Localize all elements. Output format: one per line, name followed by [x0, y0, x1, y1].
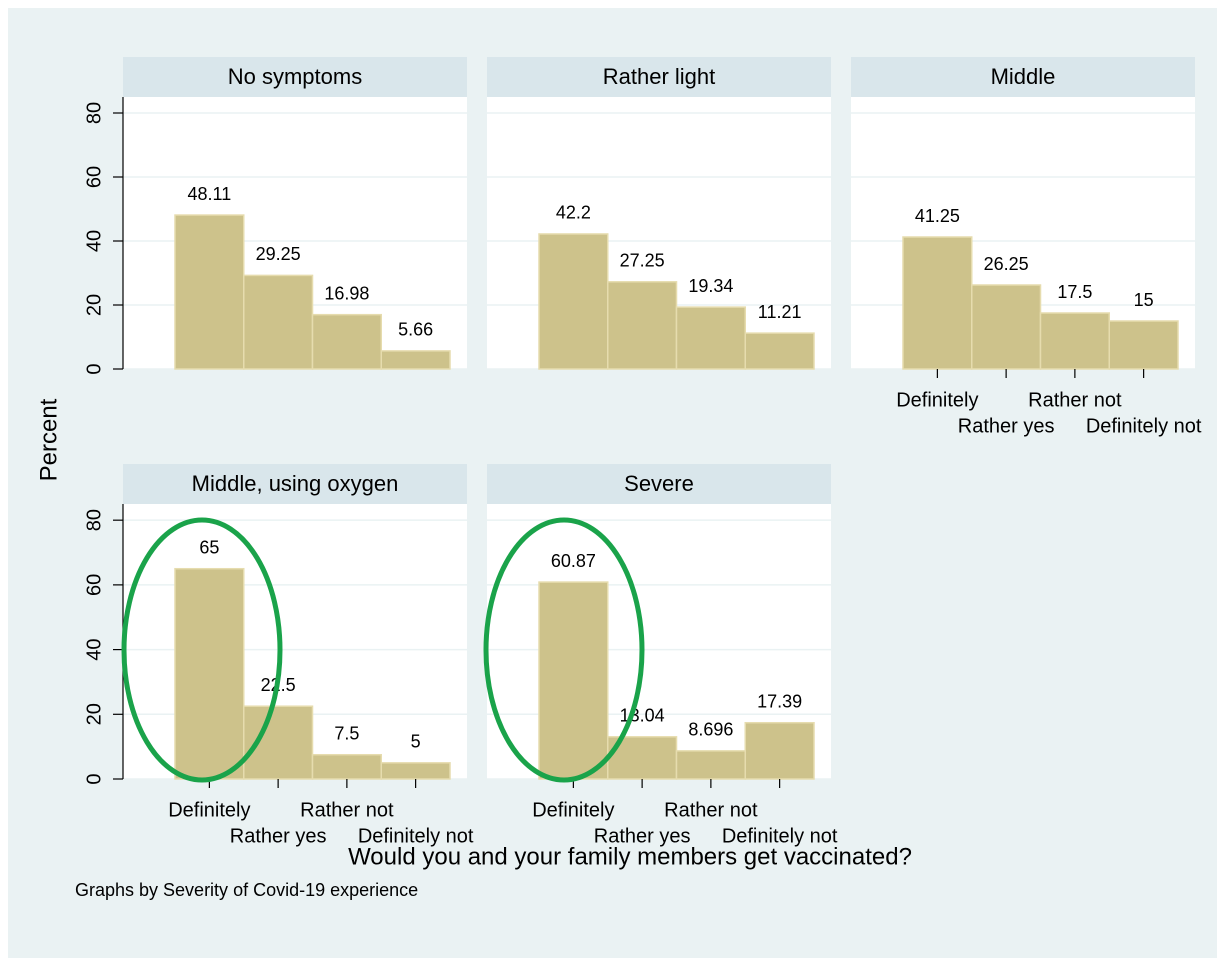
bar: [675, 306, 746, 370]
value-label: 15: [1134, 290, 1154, 310]
bar: [174, 567, 245, 780]
x-tick-label: Rather not: [300, 799, 394, 821]
panel-title: Middle: [991, 64, 1056, 89]
bar: [902, 236, 973, 370]
bar: [243, 274, 314, 370]
value-label: 65: [199, 537, 219, 557]
panel-title: Severe: [624, 471, 694, 496]
x-tick-label: Definitely not: [358, 825, 474, 847]
highlight-ellipse: [483, 517, 645, 783]
bar: [538, 233, 609, 370]
y-tick-label: 60: [83, 166, 105, 188]
value-label: 5: [411, 732, 421, 752]
x-tick-label: Definitely: [896, 389, 978, 411]
bar: [744, 721, 815, 780]
x-axis-title: Would you and your family members get va…: [348, 843, 912, 870]
value-label: 42.2: [556, 203, 591, 223]
bar: [744, 332, 815, 370]
highlight-ellipse: [121, 517, 283, 783]
value-label: 17.39: [757, 691, 802, 711]
y-tick-label: 60: [83, 574, 105, 596]
y-tick-label: 80: [83, 509, 105, 531]
value-label: 5.66: [398, 320, 433, 340]
y-tick-label: 0: [83, 363, 105, 374]
value-label: 11.21: [758, 302, 802, 322]
value-label: 60.87: [551, 551, 596, 571]
panel-title: No symptoms: [228, 64, 362, 89]
panels: No symptoms 0 20 40 60 80 48.11 29.25 16.98 5.66 R…: [83, 57, 1202, 847]
bar: [1108, 320, 1179, 370]
y-tick-label: 20: [83, 294, 105, 316]
y-tick-label: 40: [83, 638, 105, 660]
y-tick-label: 80: [83, 102, 105, 124]
panel-title: Rather light: [603, 64, 716, 89]
y-tick-label: 20: [83, 703, 105, 725]
value-label: 48.11: [188, 184, 232, 204]
x-tick-label: Definitely not: [1086, 415, 1202, 437]
x-tick-label: Definitely: [532, 799, 614, 821]
value-label: 29.25: [256, 244, 301, 264]
x-tick-label: Definitely: [168, 799, 250, 821]
bar: [174, 214, 245, 370]
value-label: 27.25: [620, 251, 665, 271]
bar: [311, 313, 382, 370]
value-label: 16.98: [324, 283, 369, 303]
y-tick-label: 40: [83, 230, 105, 252]
note: Graphs by Severity of Covid-19 experienc…: [75, 880, 418, 900]
value-label: 7.5: [334, 723, 359, 743]
panel-header: [123, 464, 467, 504]
panel-header: [487, 464, 831, 504]
value-label: 41.25: [915, 206, 960, 226]
value-label: 26.25: [984, 254, 1029, 274]
x-tick-label: Rather not: [1028, 389, 1122, 411]
bar: [607, 281, 678, 370]
panel-header: [851, 57, 1195, 97]
x-tick-label: Rather yes: [594, 825, 691, 847]
value-label: 8.696: [688, 720, 733, 740]
y-tick-label: 0: [83, 773, 105, 784]
bar: [1039, 312, 1110, 370]
x-tick-label: Rather not: [664, 799, 758, 821]
panel-header: [123, 57, 467, 97]
value-label: 17.5: [1057, 282, 1092, 302]
bar: [675, 750, 746, 780]
y-axis-title: Percent: [35, 398, 62, 481]
bar: [380, 762, 451, 780]
bar: [311, 753, 382, 780]
bar: [971, 284, 1042, 370]
x-tick-label: Rather yes: [230, 825, 327, 847]
value-label: 19.34: [688, 276, 733, 296]
bar: [380, 350, 451, 370]
panel-header: [487, 57, 831, 97]
bar: [538, 581, 609, 780]
x-tick-label: Rather yes: [958, 415, 1055, 437]
panel-title: Middle, using oxygen: [192, 471, 399, 496]
x-tick-label: Definitely not: [722, 825, 838, 847]
